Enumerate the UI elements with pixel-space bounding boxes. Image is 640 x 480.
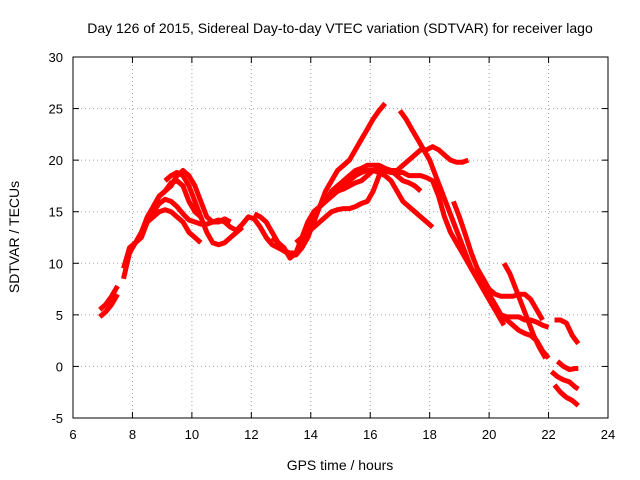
series-line-arc-11 xyxy=(323,165,507,327)
series-line-arc-15 xyxy=(501,262,548,360)
y-tick-label: 5 xyxy=(56,308,63,323)
series-line-arc-3 xyxy=(121,101,388,280)
x-tick-label: 16 xyxy=(363,427,377,442)
x-axis-title: GPS time / hours xyxy=(287,457,394,473)
series-line-arc-5 xyxy=(139,178,203,234)
x-tick-label: 22 xyxy=(541,427,555,442)
series-line-arc-14 xyxy=(475,267,545,322)
x-tick-label: 18 xyxy=(422,427,436,442)
x-tick-label: 10 xyxy=(185,427,199,442)
series-line-arc-12 xyxy=(397,109,550,330)
x-tick-label: 14 xyxy=(304,427,318,442)
plot-frame xyxy=(72,56,609,419)
x-tick-label: 6 xyxy=(69,427,76,442)
series-group xyxy=(98,101,581,408)
series-line-arc-1 xyxy=(98,284,120,312)
series-line-arc-2 xyxy=(98,292,120,319)
y-tick-label: 15 xyxy=(49,205,63,220)
y-axis-title: SDTVAR / TECUs xyxy=(6,181,22,293)
y-tick-label: 20 xyxy=(49,153,63,168)
series-line-arc-19 xyxy=(552,383,580,408)
series-line-arc-6 xyxy=(145,207,203,245)
grid-lines xyxy=(73,57,608,418)
series-line-arc-17 xyxy=(555,359,579,372)
series-line-arc-9 xyxy=(270,168,435,261)
y-tick-label: 30 xyxy=(49,50,63,65)
chart-title: Day 126 of 2015, Sidereal Day-to-day VTE… xyxy=(87,20,593,36)
series-line-arc-7 xyxy=(163,170,245,248)
y-tick-label: 25 xyxy=(49,102,63,117)
series-line-arc-16 xyxy=(554,317,581,346)
y-tick-label: 10 xyxy=(49,256,63,271)
x-tick-label: 24 xyxy=(601,427,615,442)
x-tick-label: 20 xyxy=(482,427,496,442)
series-line-arc-8 xyxy=(253,144,470,258)
y-tick-label: 0 xyxy=(56,359,63,374)
axis-ticks: 6 8 10 12 14 16 18 20 22 24 -5 0 5 10 15 20 25 30 xyxy=(49,50,616,442)
series-line-arc-18 xyxy=(549,369,580,392)
y-tick-label: -5 xyxy=(51,411,63,426)
x-tick-label: 12 xyxy=(244,427,258,442)
x-tick-label: 8 xyxy=(129,427,136,442)
series-line-arc-10 xyxy=(294,168,423,245)
